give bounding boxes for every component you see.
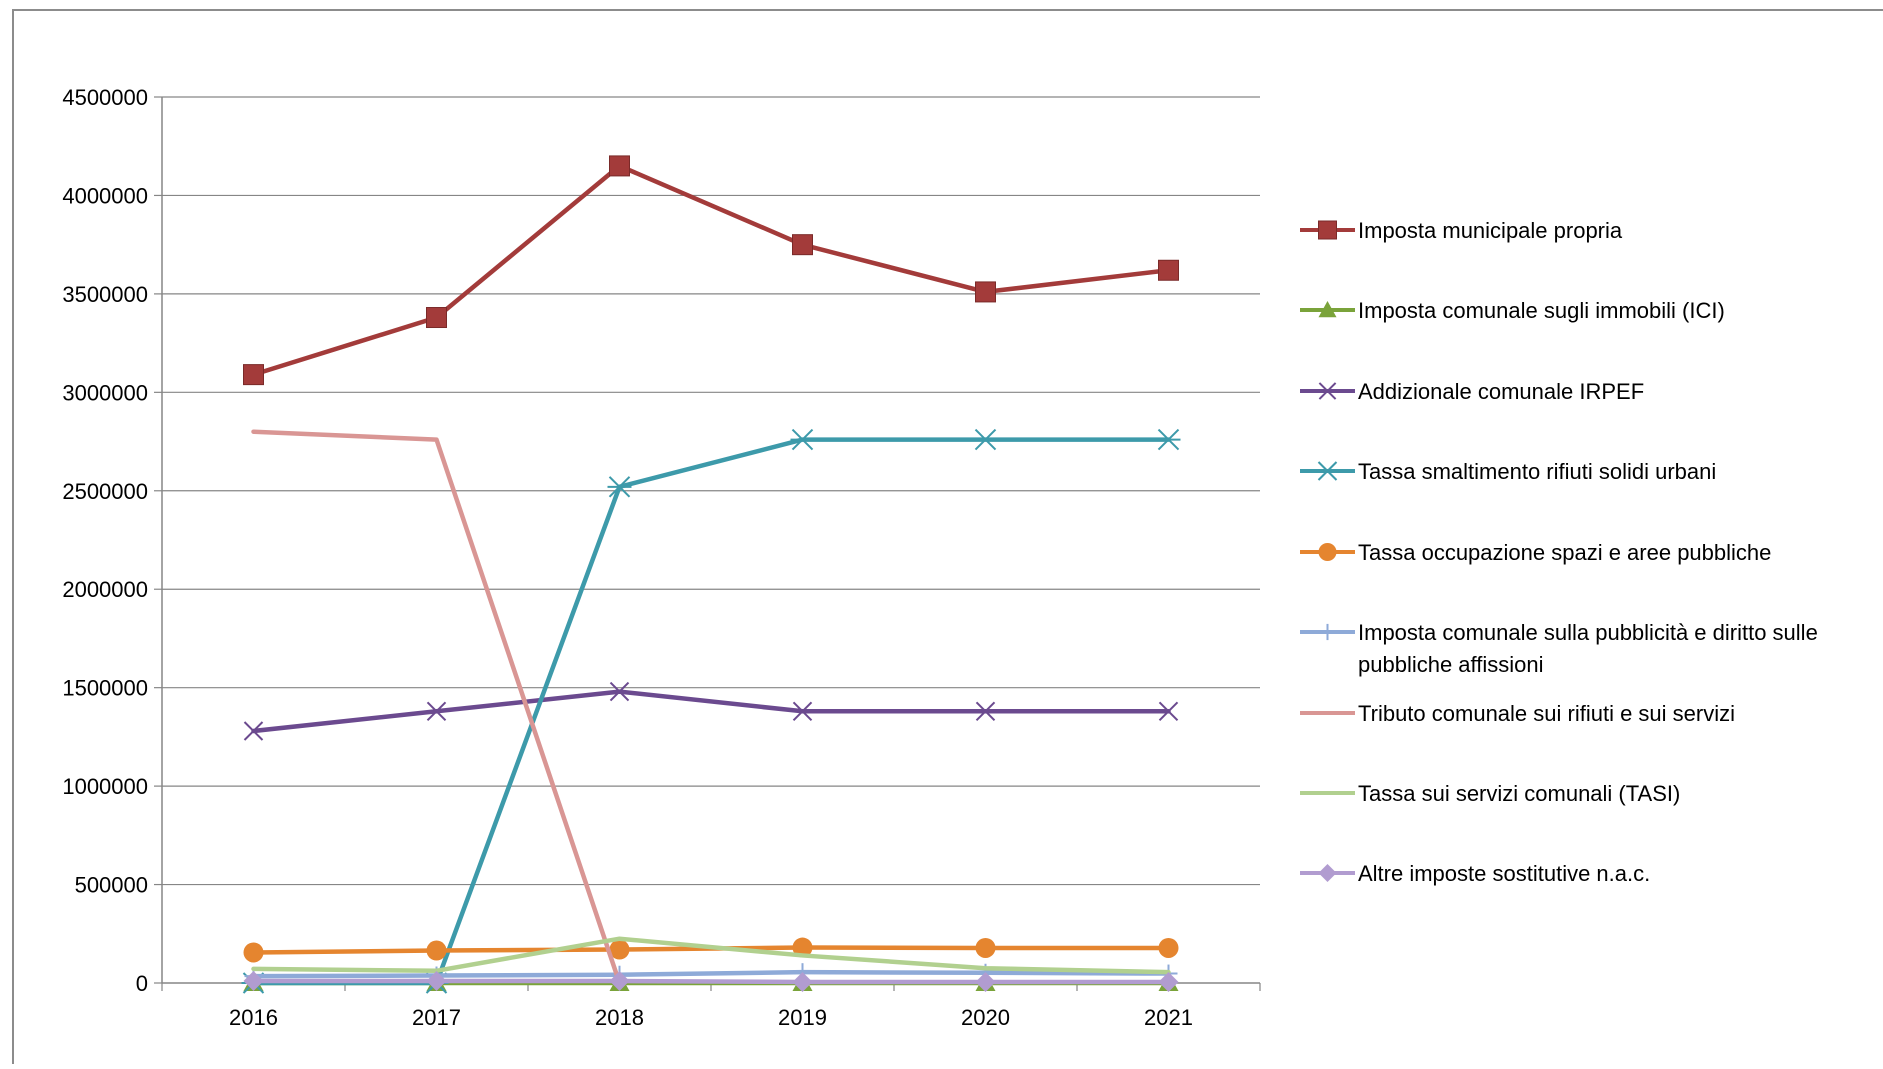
data-point [975, 972, 996, 993]
legend-label: Imposta comunale sulla pubblicità e diri… [1358, 620, 1818, 677]
series-7 [251, 936, 1171, 975]
data-point [243, 971, 264, 992]
data-point [792, 937, 813, 958]
series-2 [243, 681, 1179, 741]
legend-entry: Tributo comunale sui rifiuti e sui servi… [1300, 701, 1735, 726]
y-tick-label: 0 [136, 971, 148, 996]
x-tick-label: 2021 [1144, 1005, 1193, 1030]
x-tick-label: 2018 [595, 1005, 644, 1030]
legend-label: Tassa occupazione spazi e aree pubbliche [1358, 540, 1771, 565]
data-point [426, 971, 447, 992]
legend-entry: Tassa smaltimento rifiuti solidi urbani [1300, 459, 1716, 484]
y-tick-label: 1500000 [62, 676, 148, 701]
data-point [243, 942, 264, 963]
x-tick-label: 2020 [961, 1005, 1010, 1030]
data-point [243, 721, 264, 741]
legend-label: Tassa smaltimento rifiuti solidi urbani [1358, 459, 1716, 484]
legend-label: Imposta municipale propria [1358, 218, 1623, 243]
series-line [251, 429, 622, 986]
legend-marker [1318, 543, 1337, 561]
series-6 [251, 429, 622, 986]
legend-entry: Imposta municipale propria [1300, 218, 1623, 243]
chart-border [12, 9, 1883, 1069]
series-line [251, 936, 1171, 975]
data-point [973, 428, 998, 451]
data-point [609, 971, 630, 992]
data-point [792, 701, 813, 722]
data-point [426, 940, 447, 961]
data-point [975, 701, 996, 722]
legend-marker [1318, 382, 1337, 400]
data-point [607, 476, 632, 498]
y-tick-label: 500000 [75, 873, 148, 898]
y-tick-label: 2500000 [62, 479, 148, 504]
legend-label: Tributo comunale sui rifiuti e sui servi… [1358, 701, 1735, 726]
data-point [1158, 972, 1179, 993]
x-tick-label: 2017 [412, 1005, 461, 1030]
legend-entry: Imposta comunale sugli immobili (ICI) [1300, 298, 1725, 323]
series-lines [241, 155, 1181, 994]
legend: Imposta municipale propria Imposta comuna… [1300, 218, 1818, 886]
series-line [251, 689, 1171, 734]
legend-label: Imposta comunale sugli immobili (ICI) [1358, 298, 1725, 323]
legend-entry: Altre imposte sostitutive n.a.c. [1300, 861, 1650, 886]
data-point [426, 307, 447, 329]
legend-entry: Imposta comunale sulla pubblicità e diri… [1300, 620, 1818, 677]
y-tick-label: 3500000 [62, 282, 148, 307]
y-tick-label: 1000000 [62, 774, 148, 799]
x-tick-label: 2016 [229, 1005, 278, 1030]
series-line [251, 163, 1171, 377]
data-point [790, 428, 815, 451]
data-point [609, 681, 630, 702]
data-point [609, 155, 630, 177]
y-tick-label: 2000000 [62, 577, 148, 602]
series-line [251, 978, 1171, 985]
data-point [1158, 937, 1179, 958]
y-tick-label: 3000000 [62, 380, 148, 405]
series-8 [243, 971, 1179, 993]
data-point [1156, 428, 1181, 451]
legend-label: Altre imposte sostitutive n.a.c. [1358, 861, 1650, 886]
axes: 0 500000 1000000 1500000 2000000 2500000 30000… [62, 85, 1261, 1030]
legend-marker [1318, 301, 1337, 318]
data-point [975, 281, 996, 303]
y-tick-label: 4000000 [62, 183, 148, 208]
data-point [609, 939, 630, 960]
legend-marker [1318, 220, 1337, 240]
legend-entry: Addizionale comunale IRPEF [1300, 379, 1644, 404]
data-point [792, 234, 813, 256]
data-point [243, 364, 264, 386]
data-point [792, 972, 813, 993]
data-point [975, 937, 996, 958]
legend-entry: Tassa occupazione spazi e aree pubbliche [1300, 540, 1771, 565]
legend-marker [1318, 864, 1337, 882]
legend-marker [1316, 461, 1339, 481]
data-point [1158, 259, 1179, 281]
legend-marker [1319, 623, 1336, 641]
y-tick-label: 4500000 [62, 85, 148, 110]
series-0 [243, 155, 1179, 386]
data-point [426, 701, 447, 722]
gridlines [162, 96, 1260, 886]
data-point [1158, 701, 1179, 722]
series-line [251, 969, 1171, 979]
legend-label: Addizionale comunale IRPEF [1358, 379, 1644, 404]
legend-label: Tassa sui servizi comunali (TASI) [1358, 781, 1680, 806]
x-tick-label: 2019 [778, 1005, 827, 1030]
legend-entry: Tassa sui servizi comunali (TASI) [1300, 781, 1680, 806]
